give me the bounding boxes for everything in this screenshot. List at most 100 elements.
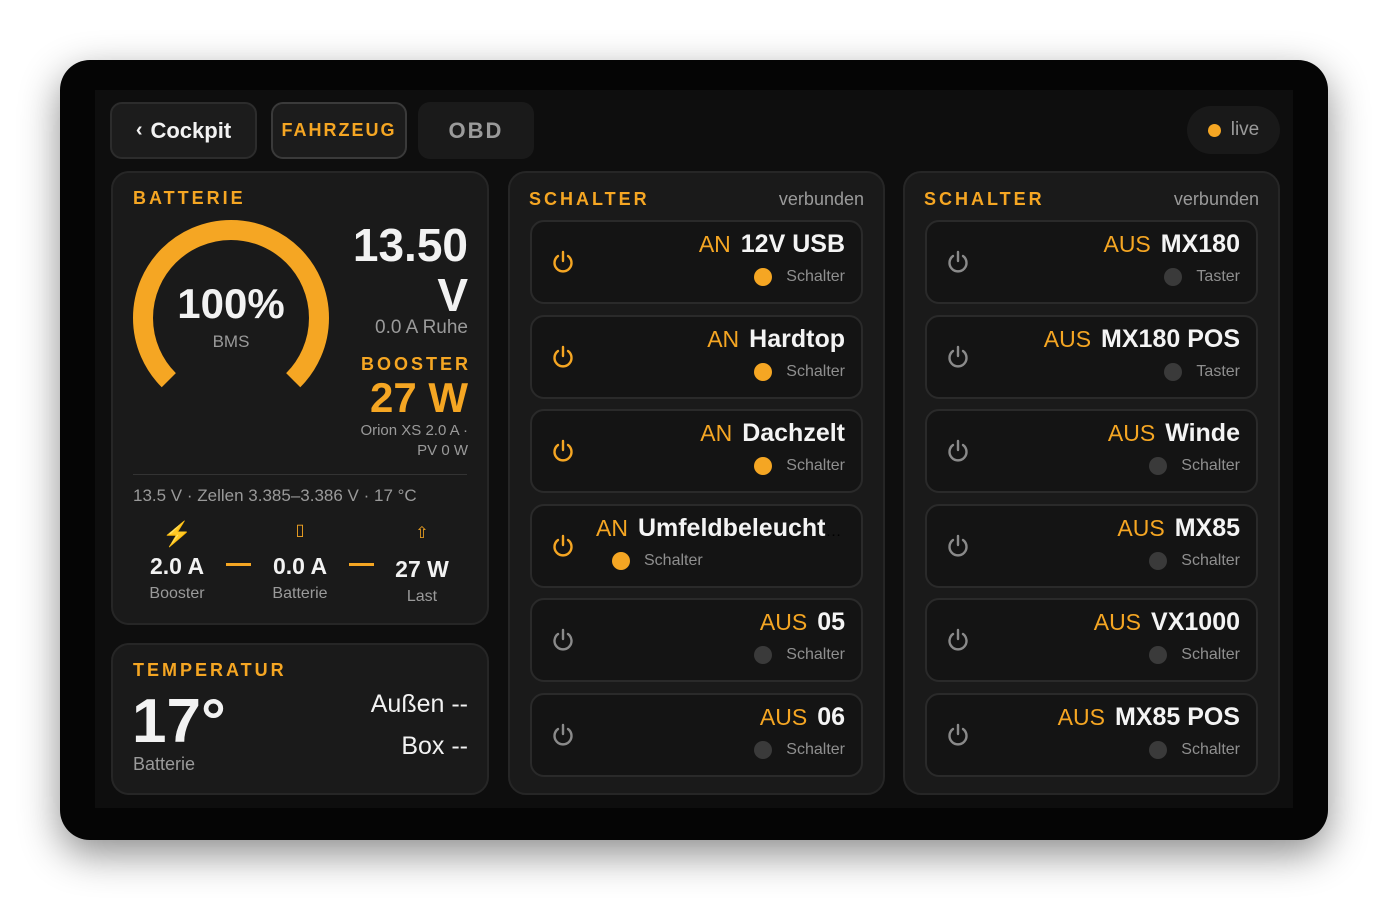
switch-sub: Schalter: [1149, 457, 1240, 476]
switch-title: AN Dachzelt: [596, 419, 845, 448]
switch-name: Hardtop: [749, 324, 845, 353]
switch-sub: Schalter: [1149, 551, 1240, 570]
status-pill: live: [1187, 106, 1280, 154]
temperature-value: 17°: [132, 687, 226, 756]
switch-type: Schalter: [1181, 646, 1240, 664]
switch-title: AN Umfeldbeleuchtung: [596, 514, 845, 543]
power-icon: [945, 533, 971, 559]
switch-dot: [1164, 268, 1183, 286]
power-glyph: [948, 439, 968, 462]
switch-sub: Schalter: [754, 646, 845, 665]
switch-type: Schalter: [786, 362, 845, 380]
flow-icon: ⚡: [162, 521, 192, 548]
switch-type: Schalter: [1181, 551, 1240, 569]
card-title: BATTERIE: [133, 188, 246, 208]
switch-row[interactable]: AN Hardtop Schalter: [530, 314, 863, 399]
power-icon: [550, 344, 576, 370]
outside-temp: Außen --: [370, 690, 468, 718]
switch-dot: [1149, 646, 1168, 665]
switch-state: AN: [707, 325, 740, 352]
card-title: TEMPERATUR: [133, 660, 287, 680]
switch-row[interactable]: AN 12V USB Schalter: [530, 220, 863, 304]
power-glyph: [553, 345, 573, 368]
switch-type: Schalter: [786, 457, 845, 475]
switch-row[interactable]: AUS MX180 POS Taster: [925, 314, 1258, 399]
power-icon: [945, 722, 971, 748]
switch-row[interactable]: AN Umfeldbeleuchtung Schalter: [530, 503, 863, 588]
switch-type: Taster: [1196, 268, 1240, 285]
switch-sub: Schalter: [1149, 646, 1240, 665]
power-icon: [945, 344, 971, 370]
switch-sub: Taster: [1164, 268, 1240, 286]
voltage: 13.50: [352, 219, 468, 271]
power-glyph: [553, 723, 573, 746]
tab[interactable]: FAHRZEUG: [271, 102, 407, 159]
switch-dot: [754, 362, 773, 381]
power-glyph: [553, 534, 573, 557]
switch-state: AUS: [1107, 420, 1156, 447]
switch-name: MX180 POS: [1101, 324, 1240, 353]
switch-dot: [754, 646, 773, 665]
switch-row[interactable]: AUS MX85 POS Schalter: [925, 693, 1258, 777]
summary: 13.5 V · Zellen 3.385–3.386 V · 17 °C: [133, 486, 417, 505]
switch-row[interactable]: AUS MX180 Taster: [925, 220, 1258, 304]
switch-sub: Schalter: [754, 457, 845, 476]
switch-type: Schalter: [1181, 741, 1240, 758]
switch-row[interactable]: AUS Winde Schalter: [925, 409, 1258, 494]
switch-name: MX85 POS: [1114, 703, 1240, 731]
switch-name: MX180: [1160, 230, 1240, 258]
switch-state: AUS: [1057, 704, 1105, 730]
status-dot: [1207, 123, 1221, 137]
switch-name: MX85: [1174, 513, 1240, 542]
percent: 100%: [177, 280, 285, 327]
power-glyph: [553, 629, 573, 651]
switch-row[interactable]: AUS 06 Schalter: [530, 693, 863, 777]
switch-row[interactable]: AUS MX85 Schalter: [925, 503, 1258, 588]
switch-row[interactable]: AN Dachzelt Schalter: [530, 409, 863, 494]
switch-title: AUS MX85 POS: [991, 703, 1240, 732]
switch-title: AUS MX180: [991, 230, 1240, 259]
gauge: [133, 219, 329, 388]
switch-sub: Schalter: [754, 362, 845, 381]
switch-dot: [754, 268, 773, 286]
switch-row[interactable]: AUS VX1000 Schalter: [925, 598, 1258, 683]
switch-title: AUS VX1000: [991, 608, 1240, 637]
back-button[interactable]: ‹ Cockpit: [110, 102, 257, 159]
flow-icon: ⇧: [415, 525, 429, 542]
switch-title: AN Hardtop: [596, 325, 845, 354]
switch-dot: [754, 741, 773, 759]
percent-label: BMS: [212, 332, 250, 351]
switch-name: 12V USB: [740, 230, 845, 258]
temperature-label: Batterie: [133, 754, 196, 774]
flow-value: 2.0 A: [149, 553, 205, 579]
switch-state: AUS: [759, 704, 808, 730]
switch-state: AN: [698, 231, 731, 257]
power-icon: [945, 627, 971, 653]
panel-status: verbunden: [1173, 189, 1259, 209]
booster-title: BOOSTER: [360, 354, 471, 374]
power-glyph: [948, 723, 968, 746]
power-icon: [945, 249, 971, 275]
tab[interactable]: OBD: [418, 102, 534, 159]
power-icon: [550, 533, 576, 559]
switch-dot: [1149, 457, 1168, 476]
switch-sub: Schalter: [754, 268, 845, 286]
panel-title: SCHALTER: [924, 189, 1045, 209]
switch-dot: [612, 551, 630, 570]
switch-name: VX1000: [1151, 608, 1240, 637]
switch-title: AUS 06: [596, 703, 845, 732]
back-arrow: ‹: [135, 119, 143, 141]
switch-dot: [1149, 551, 1168, 570]
switch-name: Winde: [1165, 419, 1240, 448]
panel-title: SCHALTER: [529, 189, 650, 209]
switch-type: Schalter: [644, 551, 703, 569]
power-icon: [945, 438, 971, 464]
power-glyph: [948, 629, 968, 651]
switch-state: AUS: [1103, 231, 1151, 257]
switch-title: AUS MX85: [991, 514, 1240, 543]
power-glyph: [948, 534, 968, 557]
power-icon: [550, 627, 576, 653]
switch-row[interactable]: AUS 05 Schalter: [530, 598, 863, 683]
switch-name: Dachzelt: [742, 419, 845, 448]
